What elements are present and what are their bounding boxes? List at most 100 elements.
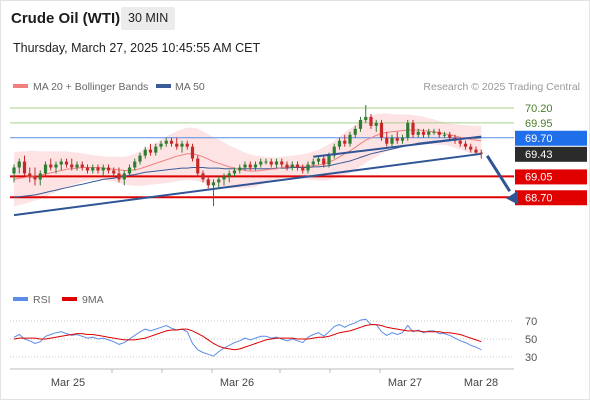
candle-body bbox=[112, 170, 116, 174]
candle-body bbox=[106, 167, 111, 171]
candle-body bbox=[337, 140, 342, 147]
candle-body bbox=[91, 167, 95, 171]
candle-body bbox=[143, 149, 147, 156]
price-panel: 70.20 69.95 69.70 69.43 69.05 68.70 bbox=[10, 103, 587, 217]
level-label-70.20: 70.20 bbox=[525, 103, 553, 115]
candle-body bbox=[358, 119, 363, 129]
candle-body bbox=[59, 161, 63, 165]
candle-body bbox=[280, 161, 284, 165]
ma20-legend-swatch bbox=[13, 84, 28, 88]
candle-body bbox=[448, 134, 452, 138]
candle-body bbox=[259, 161, 263, 165]
candle-body bbox=[469, 146, 473, 150]
candle-body bbox=[474, 149, 478, 153]
candle-body bbox=[427, 131, 431, 135]
rsi-ma-line bbox=[13, 324, 482, 351]
rsi-tick-30: 30 bbox=[525, 352, 537, 364]
candle-body bbox=[54, 164, 58, 168]
candle-body bbox=[322, 158, 326, 165]
candle-body bbox=[285, 164, 289, 168]
timeframe-badge[interactable]: 30 MIN bbox=[121, 7, 176, 30]
candle-body bbox=[243, 164, 247, 168]
candle-body bbox=[154, 146, 158, 153]
time-tick-mar-28: Mar 28 bbox=[464, 377, 498, 389]
candle-body bbox=[238, 167, 242, 171]
candle-body bbox=[348, 134, 352, 144]
timestamp: Thursday, March 27, 2025 10:45:55 AM CET bbox=[13, 41, 261, 55]
candle-body bbox=[463, 143, 468, 147]
time-tick-mar-26: Mar 26 bbox=[220, 377, 254, 389]
candle-body bbox=[327, 155, 331, 165]
candle-body bbox=[127, 167, 132, 174]
candle-body bbox=[227, 173, 231, 177]
candle-body bbox=[353, 128, 357, 135]
candle-body bbox=[75, 164, 79, 168]
time-axis-labels: Mar 25 Mar 26 Mar 27 Mar 28 bbox=[51, 369, 498, 389]
candle-body bbox=[432, 131, 436, 133]
candle-body bbox=[164, 140, 168, 144]
chart-header: Crude Oil (WTI) 30 MIN bbox=[0, 0, 590, 36]
rsi-panel: 70 50 30 bbox=[10, 316, 537, 364]
candle-body bbox=[22, 161, 27, 174]
instrument-title: Crude Oil (WTI) bbox=[11, 10, 121, 27]
level-label-69.95: 69.95 bbox=[525, 118, 553, 130]
candle-body bbox=[190, 146, 195, 159]
ma50-legend-swatch bbox=[156, 84, 171, 88]
candle-body bbox=[101, 167, 105, 171]
time-tick-mar-27: Mar 27 bbox=[388, 377, 422, 389]
rsi-tick-50: 50 bbox=[525, 334, 537, 346]
trendline-1 bbox=[13, 152, 482, 217]
candle-body bbox=[12, 167, 16, 174]
candle-body bbox=[133, 161, 137, 168]
research-credit: Research © 2025 Trading Central bbox=[423, 81, 580, 93]
time-tick-mar-25: Mar 25 bbox=[51, 377, 85, 389]
candle-body bbox=[175, 143, 179, 147]
candle-body bbox=[96, 167, 100, 171]
candle-body bbox=[311, 161, 315, 165]
candle-body bbox=[217, 179, 221, 183]
candle-body bbox=[206, 179, 210, 186]
candle-body bbox=[28, 173, 32, 177]
level-label-69.70: 69.70 bbox=[525, 133, 553, 145]
candle-body bbox=[416, 131, 420, 135]
candle-body bbox=[479, 152, 483, 154]
candle-body bbox=[122, 173, 126, 180]
candle-body bbox=[274, 161, 279, 165]
candle-body bbox=[374, 122, 378, 126]
ma20-legend-label: MA 20 + Bollinger Bands bbox=[33, 81, 148, 93]
candle-body bbox=[343, 140, 347, 144]
candle-body bbox=[421, 131, 426, 135]
projection-arrow-shaft bbox=[485, 155, 512, 193]
candle-body bbox=[295, 164, 300, 168]
rsi-line bbox=[13, 318, 482, 357]
rsi-legend-swatch bbox=[13, 297, 28, 301]
level-label-69.05: 69.05 bbox=[525, 171, 553, 183]
candle-body bbox=[379, 122, 384, 138]
candle-body bbox=[185, 143, 189, 147]
level-label-69.43: 69.43 bbox=[525, 149, 553, 161]
candle-body bbox=[253, 164, 258, 168]
ma9-legend-swatch bbox=[62, 297, 77, 301]
ma50-legend-label: MA 50 bbox=[175, 81, 205, 93]
candle-body bbox=[201, 173, 205, 180]
candle-body bbox=[395, 137, 399, 141]
candle-body bbox=[364, 116, 368, 120]
candle-body bbox=[385, 137, 389, 144]
candle-body bbox=[64, 161, 69, 165]
candle-body bbox=[17, 161, 21, 168]
candle-body bbox=[301, 167, 305, 171]
candle-body bbox=[169, 140, 174, 144]
trendline-2 bbox=[313, 135, 482, 158]
candle-body bbox=[411, 122, 415, 135]
candle-body bbox=[80, 164, 84, 168]
candle-body bbox=[232, 170, 237, 174]
candle-body bbox=[117, 173, 121, 180]
projection-arrow-head bbox=[505, 190, 519, 205]
candle-body bbox=[269, 161, 273, 165]
candle-body bbox=[264, 161, 268, 163]
candle-body bbox=[70, 164, 74, 168]
candle-body bbox=[159, 143, 163, 147]
candle-body bbox=[442, 134, 447, 136]
candle-body bbox=[33, 176, 37, 180]
